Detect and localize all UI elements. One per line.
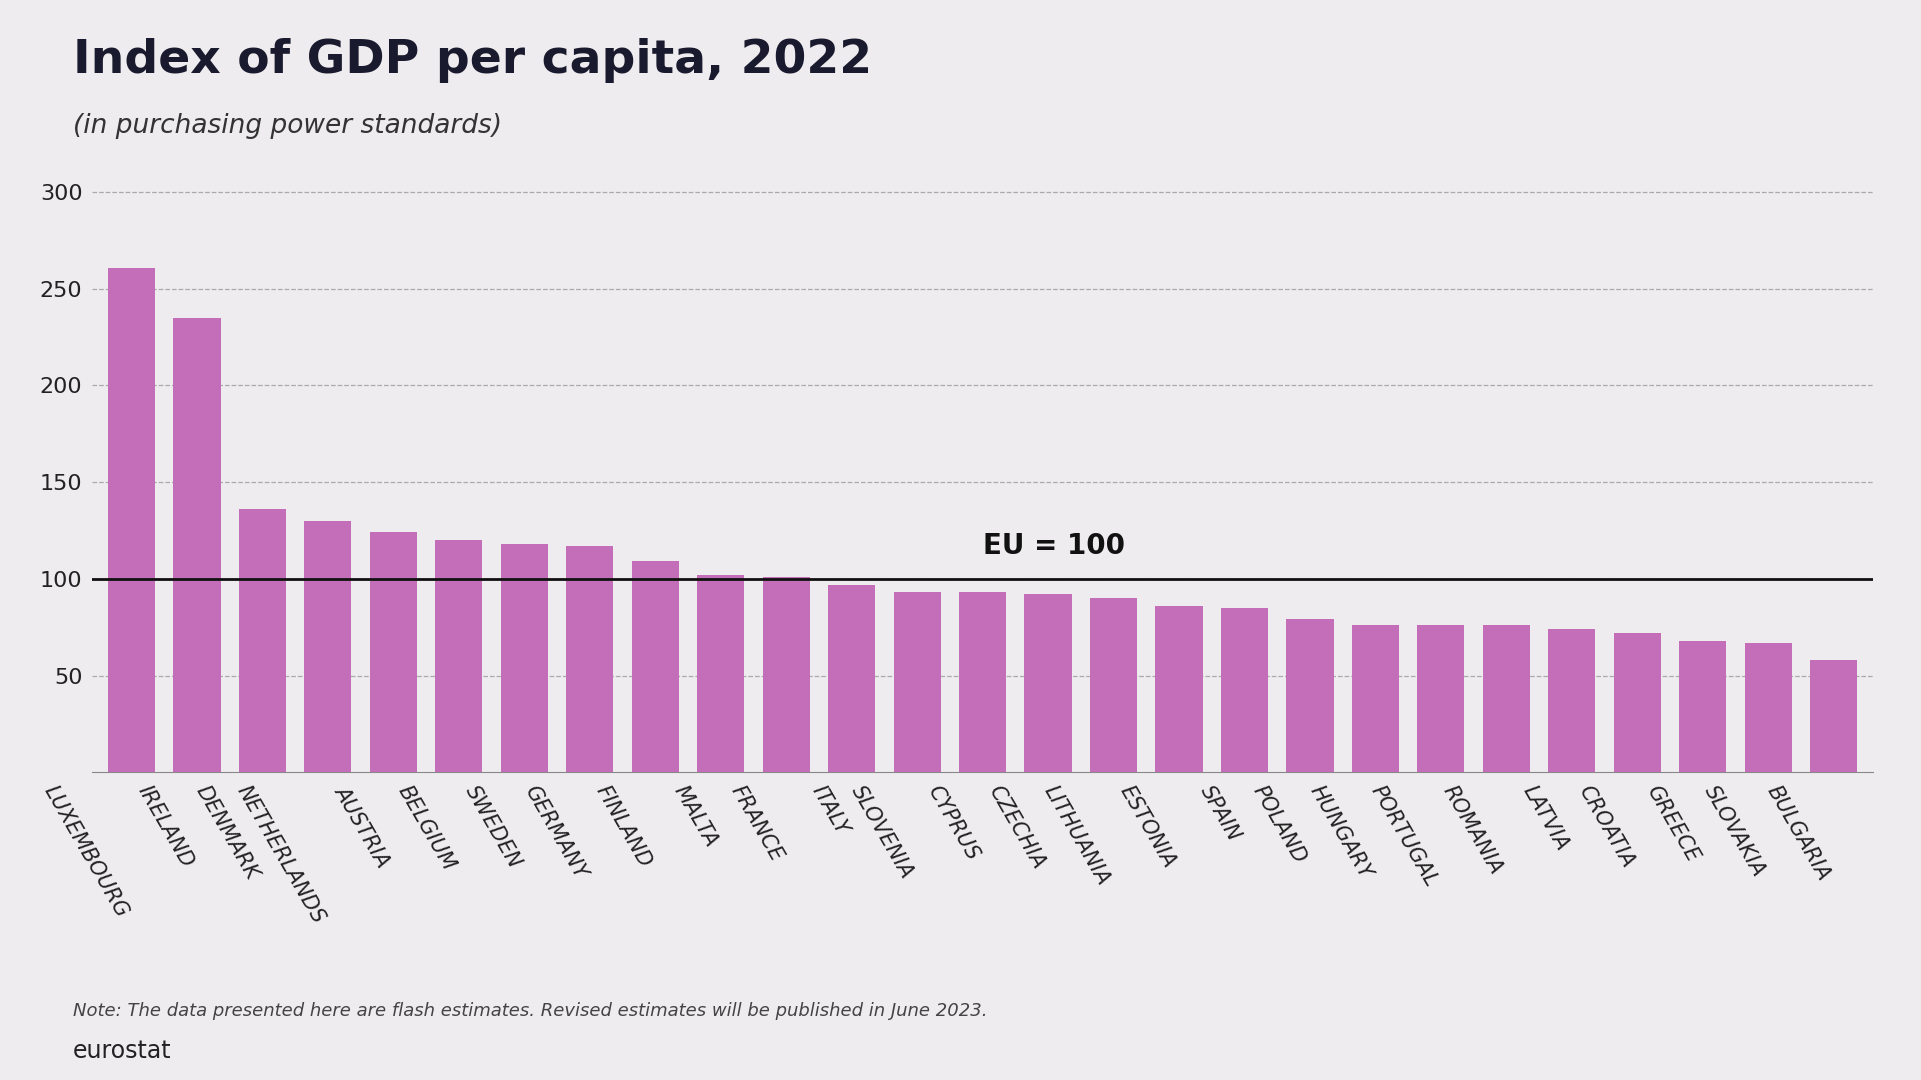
Bar	[371, 532, 417, 772]
Text: eurostat: eurostat	[73, 1039, 171, 1063]
Bar	[1679, 640, 1727, 772]
Text: EU = 100: EU = 100	[982, 531, 1124, 559]
Bar	[304, 521, 352, 772]
Bar	[763, 577, 811, 772]
Bar	[1024, 594, 1072, 772]
Bar	[1222, 608, 1268, 772]
Bar	[893, 592, 941, 772]
Bar	[697, 575, 743, 772]
Bar	[632, 562, 678, 772]
Bar	[1287, 620, 1333, 772]
Text: Index of GDP per capita, 2022: Index of GDP per capita, 2022	[73, 38, 872, 83]
Bar	[1418, 625, 1464, 772]
Bar	[108, 268, 156, 772]
Bar	[436, 540, 482, 772]
Bar	[1155, 606, 1203, 772]
Bar	[238, 510, 286, 772]
Bar	[1352, 625, 1398, 772]
Bar	[567, 546, 613, 772]
Bar	[173, 318, 221, 772]
Bar	[1548, 630, 1594, 772]
Bar	[1744, 643, 1792, 772]
Bar	[959, 592, 1007, 772]
Text: (in purchasing power standards): (in purchasing power standards)	[73, 113, 501, 139]
Bar	[1810, 660, 1858, 772]
Bar	[1614, 633, 1662, 772]
Bar	[1483, 625, 1529, 772]
Bar	[1089, 598, 1137, 772]
Text: Note: The data presented here are flash estimates. Revised estimates will be pub: Note: The data presented here are flash …	[73, 1002, 987, 1021]
Bar	[501, 544, 547, 772]
Bar	[828, 584, 876, 772]
